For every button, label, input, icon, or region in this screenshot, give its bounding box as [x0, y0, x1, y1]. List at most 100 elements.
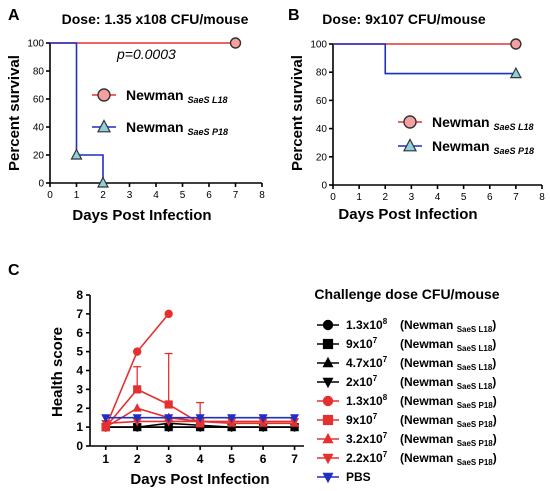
- legend-label: 2.2x107 (Newman SaeS P18): [346, 450, 497, 467]
- legend-marker: [322, 395, 334, 407]
- y-tick-label: 20: [316, 152, 328, 163]
- legend-exponent: 7: [373, 336, 378, 345]
- data-point: [195, 414, 205, 423]
- data-point: [133, 385, 142, 394]
- y-tick-label: 40: [33, 123, 45, 134]
- legend-dose: 1.3x10: [346, 394, 383, 408]
- panel-c-plot: 1 2 3 4 5 6 7 0 1 2 3 4 5 6 7 8: [76, 288, 304, 466]
- data-point: [510, 38, 522, 50]
- legend-exponent: 7: [383, 450, 388, 459]
- legend-exponent: 7: [383, 355, 388, 364]
- legend-dose: 1.3x10: [346, 318, 383, 332]
- y-tick-label: 1: [76, 420, 83, 434]
- panel-c-legend-title: Challenge dose CFU/mouse: [314, 286, 499, 302]
- legend-label: Newman SaeS L18: [126, 87, 228, 105]
- legend-subscript: SaeS L18: [493, 122, 533, 132]
- legend-subscript: SaeS P18: [493, 146, 534, 156]
- legend-dose: 2x10: [346, 375, 373, 389]
- panel-c-ylabel: Health score: [49, 327, 66, 417]
- legend-close: ): [492, 356, 496, 370]
- legend-close: ): [493, 413, 497, 427]
- legend-label: 1.3x108 (Newman SaeS P18): [346, 393, 497, 410]
- y-tick-label: 0: [76, 439, 83, 453]
- data-point: [164, 309, 173, 319]
- x-tick-label: 3: [409, 192, 415, 203]
- x-tick-label: 1: [102, 452, 109, 466]
- legend-marker: [322, 414, 334, 426]
- legend-strain: (Newman: [400, 432, 457, 446]
- y-tick-label: 0: [321, 181, 327, 192]
- panel-a-xlabel: Days Post Infection: [72, 207, 211, 224]
- legend-marker: [322, 319, 334, 331]
- legend-label: 2x107 (Newman SaeS L18): [346, 374, 496, 391]
- x-tick-label: 0: [47, 190, 53, 201]
- legend-dose: 9x10: [346, 337, 373, 351]
- series-line: [50, 42, 104, 183]
- legend-label: Newman SaeS P18: [432, 138, 534, 156]
- legend-subscript: SaeS L18: [187, 95, 227, 105]
- y-tick-label: 4: [76, 364, 83, 378]
- legend-marker: [322, 472, 334, 484]
- legend-label: 4.7x107 (Newman SaeS L18): [346, 355, 496, 372]
- x-tick-label: 5: [228, 452, 235, 466]
- legend-strain: (Newman: [400, 394, 457, 408]
- legend-label: 9x107 (Newman SaeS L18): [346, 336, 496, 353]
- panel-c-legend: 1.3x108 (Newman SaeS L18)9x107 (Newman Sae…: [317, 317, 497, 484]
- y-tick-label: 8: [76, 288, 83, 302]
- data-point: [509, 66, 522, 79]
- legend-subscript: SaeS L18: [457, 325, 493, 334]
- legend-subscript: SaeS P18: [457, 458, 494, 467]
- legend-marker: [322, 453, 334, 465]
- panel-b-legend: Newman SaeS L18 Newman SaeS P18: [398, 114, 534, 156]
- legend-strain: (Newman: [400, 356, 457, 370]
- data-point: [97, 176, 109, 188]
- x-tick-label: 8: [539, 192, 545, 203]
- x-tick-label: 6: [206, 190, 212, 201]
- x-tick-label: 2: [100, 190, 106, 201]
- legend-marker: [97, 119, 111, 133]
- legend-exponent: 7: [383, 431, 388, 440]
- y-tick-label: 0: [38, 179, 44, 190]
- data-point: [164, 400, 173, 409]
- legend-strain: (Newman: [400, 318, 457, 332]
- legend-close: ): [493, 394, 497, 408]
- legend-dose: 2.2x10: [346, 451, 383, 465]
- x-tick-label: 1: [356, 192, 362, 203]
- legend-marker: [322, 432, 334, 444]
- legend-subscript: SaeS L18: [457, 382, 493, 391]
- legend-marker: [403, 138, 417, 152]
- legend-dose: 9x10: [346, 413, 373, 427]
- legend-label: PBS: [346, 470, 371, 484]
- legend-marker: [322, 338, 334, 350]
- data-point: [133, 347, 142, 356]
- y-tick-label: 80: [316, 68, 328, 79]
- x-tick-label: 3: [165, 452, 172, 466]
- x-tick-label: 2: [382, 192, 388, 203]
- y-tick-label: 7: [76, 307, 83, 321]
- x-tick-label: 0: [330, 192, 336, 203]
- data-point: [70, 148, 83, 160]
- legend-close: ): [492, 318, 496, 332]
- x-tick-label: 4: [435, 192, 441, 203]
- x-tick-label: 2: [134, 452, 141, 466]
- legend-subscript: SaeS L18: [457, 344, 493, 353]
- y-tick-label: 100: [310, 40, 327, 51]
- x-tick-label: 1: [74, 190, 80, 201]
- legend-subscript: SaeS L18: [457, 363, 493, 372]
- panel-letter-a: A: [8, 7, 20, 24]
- legend-exponent: 7: [373, 412, 378, 421]
- x-tick-label: 6: [260, 452, 267, 466]
- x-tick-label: 5: [461, 192, 467, 203]
- legend-close: ): [492, 337, 496, 351]
- y-tick-label: 60: [316, 96, 328, 107]
- data-point: [258, 414, 268, 423]
- legend-label: 9x107 (Newman SaeS P18): [346, 412, 497, 429]
- legend-marker: [97, 88, 111, 102]
- panel-b-xlabel: Days Post Infection: [338, 206, 477, 223]
- data-point: [229, 37, 242, 49]
- legend-exponent: 7: [373, 374, 378, 383]
- x-tick-label: 4: [153, 190, 159, 201]
- legend-strain: (Newman: [400, 375, 457, 389]
